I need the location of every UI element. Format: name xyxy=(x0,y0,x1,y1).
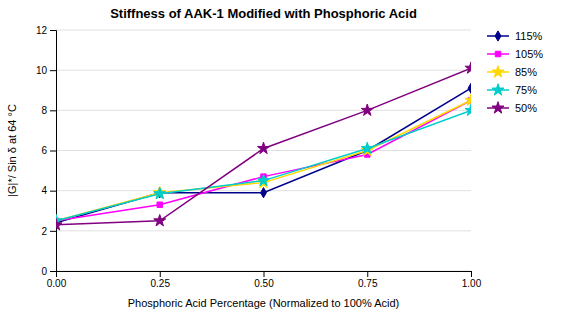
axis-line xyxy=(57,272,472,278)
tick: 12 xyxy=(36,25,56,36)
marker xyxy=(257,174,269,185)
marker xyxy=(468,83,471,93)
tick-label: 2 xyxy=(41,226,47,237)
tick: 10 xyxy=(36,65,56,76)
y-axis: 0 2 4 6 8 10 12 xyxy=(36,25,57,277)
tick-label: 0.50 xyxy=(254,278,274,289)
legend-marker xyxy=(492,66,504,77)
tick-label: 10 xyxy=(36,65,48,76)
series xyxy=(56,62,471,230)
tick-label: 6 xyxy=(41,145,47,156)
marker xyxy=(257,142,269,153)
legend-item: 75% xyxy=(487,84,537,96)
tick: 8 xyxy=(41,105,56,116)
tick-mark xyxy=(160,271,161,277)
tick-mark xyxy=(367,271,368,277)
tick-label: 0.00 xyxy=(47,278,67,289)
tick-mark xyxy=(264,271,265,277)
tick-label: 1.00 xyxy=(462,278,482,289)
chart: 0.00 0.25 0.50 0.75 1.00 0 2 4 6 8 10 12 Stiffness o… xyxy=(0,0,563,317)
tick-mark xyxy=(50,231,56,232)
legend-label: 115% xyxy=(515,30,543,42)
marker xyxy=(154,187,166,198)
grid-line xyxy=(56,70,471,71)
tick: 0.25 xyxy=(151,271,171,289)
series xyxy=(56,83,471,228)
tick-mark xyxy=(50,271,56,272)
marker xyxy=(465,94,471,105)
tick: 1.00 xyxy=(462,271,482,289)
tick: 0 xyxy=(41,266,56,277)
marker xyxy=(465,62,471,73)
grid-line xyxy=(56,230,471,231)
marker xyxy=(154,214,166,225)
x-axis-title: Phosphoric Acid Percentage (Normalized t… xyxy=(128,297,399,309)
tick-mark xyxy=(50,191,56,192)
series-line xyxy=(56,68,471,225)
marker xyxy=(157,202,162,207)
tick-label: 0.75 xyxy=(358,278,378,289)
legend-marker xyxy=(492,102,504,113)
grid-line xyxy=(56,30,471,31)
grid xyxy=(56,30,471,271)
legend-marker xyxy=(495,31,501,41)
marker xyxy=(361,104,373,115)
tick: 0.00 xyxy=(47,271,67,289)
series-group xyxy=(56,62,471,230)
legend-marker xyxy=(495,51,500,56)
tick-label: 0 xyxy=(41,266,47,277)
tick: 0.75 xyxy=(358,271,378,289)
legend-item: 50% xyxy=(487,102,537,114)
legend-item: 105% xyxy=(487,48,543,60)
marker xyxy=(361,142,373,153)
series-line xyxy=(56,100,471,221)
tick-mark xyxy=(50,151,56,152)
legend-marker xyxy=(492,84,504,95)
legend-label: 85% xyxy=(515,66,537,78)
series xyxy=(56,94,471,226)
tick-mark xyxy=(50,30,56,31)
marker xyxy=(56,218,62,229)
tick-mark xyxy=(471,271,472,277)
tick-mark xyxy=(50,70,56,71)
marker xyxy=(261,188,267,198)
legend-label: 105% xyxy=(515,48,543,60)
tick-label: 4 xyxy=(41,185,47,196)
grid-line xyxy=(56,110,471,111)
tick: 4 xyxy=(41,185,56,196)
tick-label: 8 xyxy=(41,105,47,116)
series xyxy=(56,98,471,224)
title: Stiffness of AAK-1 Modified with Phospho… xyxy=(110,6,417,21)
legend-item: 115% xyxy=(487,30,543,42)
tick-mark xyxy=(50,110,56,111)
legend-label: 75% xyxy=(515,84,537,96)
tick-label: 0.25 xyxy=(151,278,171,289)
series-line xyxy=(56,110,471,220)
tick: 6 xyxy=(41,145,56,156)
legend-label: 50% xyxy=(515,102,537,114)
series-line xyxy=(56,88,471,223)
plot-area: 0.00 0.25 0.50 0.75 1.00 0 2 4 6 8 10 12 xyxy=(36,25,482,289)
legend-item: 85% xyxy=(487,66,537,78)
tick: 0.50 xyxy=(254,271,274,289)
marker xyxy=(465,104,471,115)
legend: 115% 105% 85% 75% 50% xyxy=(487,30,543,114)
y-axis-title: |G|*/ Sin δ at 64 °C xyxy=(6,104,18,197)
tick-label: 12 xyxy=(36,25,48,36)
series xyxy=(56,104,471,226)
axis-line xyxy=(50,31,57,272)
tick: 2 xyxy=(41,226,56,237)
series-line xyxy=(56,100,471,221)
x-axis: 0.00 0.25 0.50 0.75 1.00 xyxy=(47,271,482,289)
